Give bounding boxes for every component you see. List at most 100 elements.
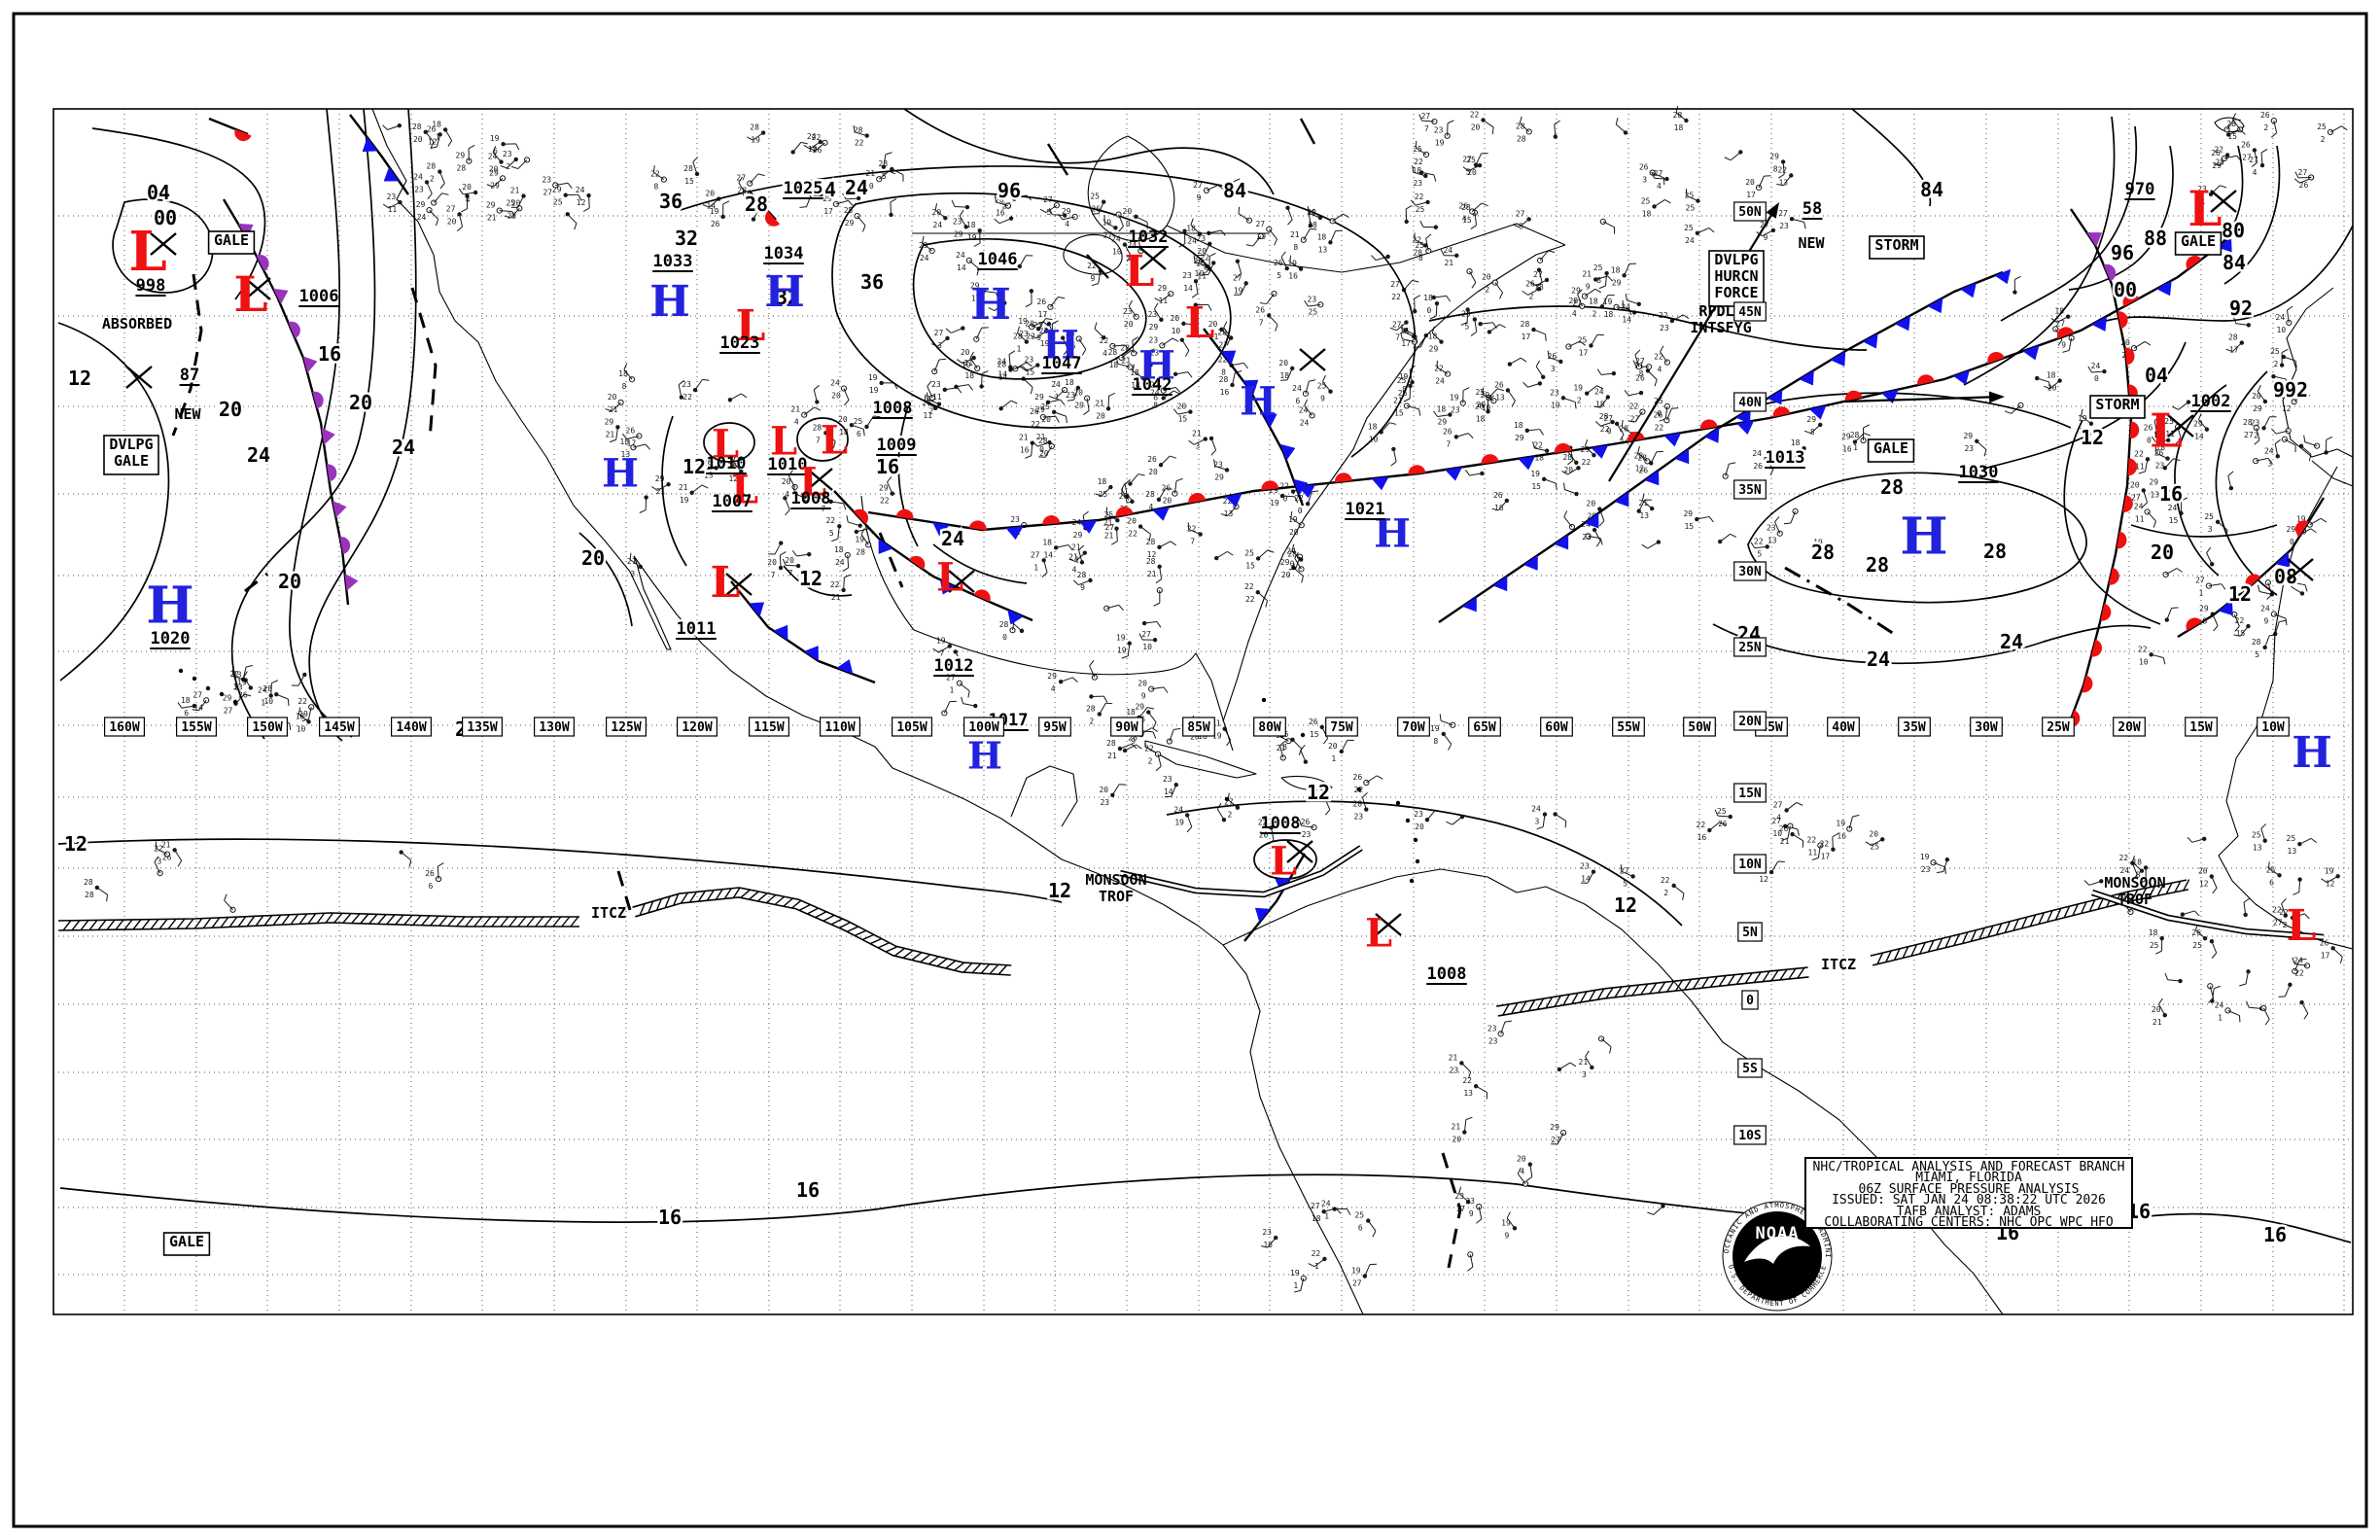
station-plot <box>1561 466 1581 475</box>
map-text: 15 <box>1178 415 1188 424</box>
map-text: 15 <box>684 177 694 186</box>
map-text: 17 <box>1038 310 1048 319</box>
station-plot <box>639 495 648 513</box>
map-text: 25 <box>1641 196 1651 205</box>
station-plot <box>1563 482 1579 497</box>
map-text: 9 <box>1197 193 1202 202</box>
map-text: 16 <box>1288 272 1298 281</box>
station-plot: 240 <box>2087 362 2107 383</box>
station-plot <box>973 327 989 342</box>
map-text: 28 <box>412 122 422 131</box>
contour-label: 00 <box>2114 278 2137 301</box>
annotation-text: FORCE <box>1714 284 1758 301</box>
contour-label: 04 <box>147 181 170 204</box>
longitude-label: 130W <box>539 720 569 735</box>
station-plot <box>1329 213 1349 225</box>
map-text: 28 <box>1217 329 1227 337</box>
contour-label: 24 <box>392 436 415 459</box>
map-text: 22 <box>1434 365 1444 373</box>
station-plot <box>1431 295 1452 302</box>
station-plot <box>1781 822 1794 841</box>
longitude-label: 105W <box>896 720 927 735</box>
high-symbol: H <box>1900 508 1947 567</box>
map-text: 24 <box>1443 246 1452 255</box>
station-plot <box>1783 508 1799 525</box>
map-text: 20 <box>447 217 457 226</box>
map-text: 14 <box>1131 381 1140 390</box>
station-plot <box>2278 982 2292 998</box>
map-text: 16 <box>1494 504 1504 512</box>
map-text: 23 <box>542 176 551 185</box>
map-text: 25 <box>1416 205 1425 214</box>
map-text: 9 <box>1505 1231 1510 1240</box>
map-text: 14 <box>1164 788 1173 796</box>
station-plot <box>813 384 820 404</box>
map-text: 18 <box>181 696 191 705</box>
map-text: 27 <box>2298 168 2308 177</box>
station-plot <box>1128 473 1145 486</box>
station-plot <box>1193 302 1212 311</box>
map-text: 21 <box>1192 430 1202 438</box>
contour-label: 28 <box>1866 553 1889 577</box>
longitude-label-box <box>533 717 575 737</box>
cold-front <box>1438 268 2012 623</box>
annotation-text: MONSOON <box>2104 874 2165 892</box>
map-text: 17 <box>1455 1205 1465 1213</box>
map-text: 10 <box>1369 435 1379 443</box>
map-text: 29 <box>845 219 855 228</box>
contour-label: 16 <box>658 1206 682 1229</box>
station-plot <box>1517 1167 1529 1187</box>
station-plot: 252 <box>2270 347 2297 368</box>
map-text: 20 <box>1259 830 1269 839</box>
station-plot: 204 <box>458 183 478 204</box>
map-text: 23 <box>1465 1197 1475 1206</box>
map-text: 28 <box>1120 343 1130 352</box>
map-text: 27 <box>1352 1279 1362 1288</box>
station-plot: 225 <box>1200 253 1216 276</box>
map-text: 3 <box>1642 176 1647 185</box>
isobar <box>112 198 214 294</box>
map-text: 29 <box>655 474 665 483</box>
map-text: 18 <box>1130 368 1139 377</box>
map-text: 1 <box>1033 563 1038 572</box>
longitude-label-box <box>605 717 647 737</box>
longitude-label-box <box>1827 717 1860 737</box>
map-text: 28 <box>1634 451 1644 460</box>
contour-label: 96 <box>2111 241 2134 264</box>
map-text: 29 <box>2149 478 2158 487</box>
map-text: 9 <box>1586 282 1591 291</box>
trough-line <box>1784 566 1895 636</box>
map-text: 19 <box>1603 298 1613 306</box>
map-text: 9 <box>1036 333 1041 342</box>
map-text: 18 <box>1412 166 1421 175</box>
station-plot <box>2227 471 2234 491</box>
station-plot: 225 <box>825 516 842 542</box>
map-text: 26 <box>1635 373 1645 382</box>
station-plot: 209 <box>1138 680 1169 701</box>
station-plot <box>1466 268 1477 289</box>
map-text: 28 <box>1516 122 1525 130</box>
map-text: 4 <box>1291 563 1296 572</box>
station-plot: 241 <box>1321 1200 1351 1221</box>
map-text: 28 <box>1352 800 1362 809</box>
